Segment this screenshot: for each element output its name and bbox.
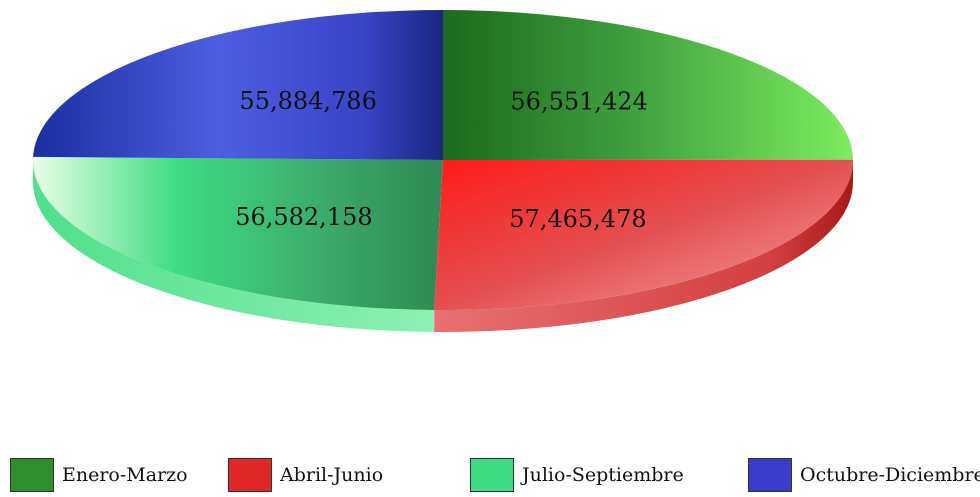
legend-item-julio-septiembre: Julio-Septiembre [470,455,684,495]
pie-slice-julio-septiembre[interactable] [32,156,443,310]
pie-side-abril-junio [434,160,853,332]
legend-swatch [228,458,272,492]
legend-item-abril-junio: Abril-Junio [228,455,383,495]
pie-chart: 56,551,424 57,465,478 56,582,158 55,884,786 [32,10,853,332]
legend-label: Enero-Marzo [62,464,188,486]
legend-label: Octubre-Diciembre [800,464,980,486]
data-label-julio-septiembre: 56,582,158 [235,203,372,231]
legend-item-octubre-diciembre: Octubre-Diciembre [748,455,980,495]
legend-swatch [10,458,54,492]
legend-swatch [748,458,792,492]
legend-label: Julio-Septiembre [522,464,684,486]
pie-slice-enero-marzo[interactable] [443,10,853,160]
pie-slice-abril-junio[interactable] [434,159,853,310]
legend-swatch [470,458,514,492]
data-label-enero-marzo: 56,551,424 [510,88,647,116]
pie-side-julio-septiembre [33,160,435,332]
data-label-octubre-diciembre: 55,884,786 [239,87,376,115]
legend: Enero-Marzo Abril-Junio Julio-Septiembre Oc… [0,455,980,497]
legend-item-enero-marzo: Enero-Marzo [10,455,188,495]
data-label-abril-junio: 57,465,478 [509,205,646,233]
legend-label: Abril-Junio [280,464,384,486]
pie-slice-octubre-diciembre[interactable] [33,10,443,160]
